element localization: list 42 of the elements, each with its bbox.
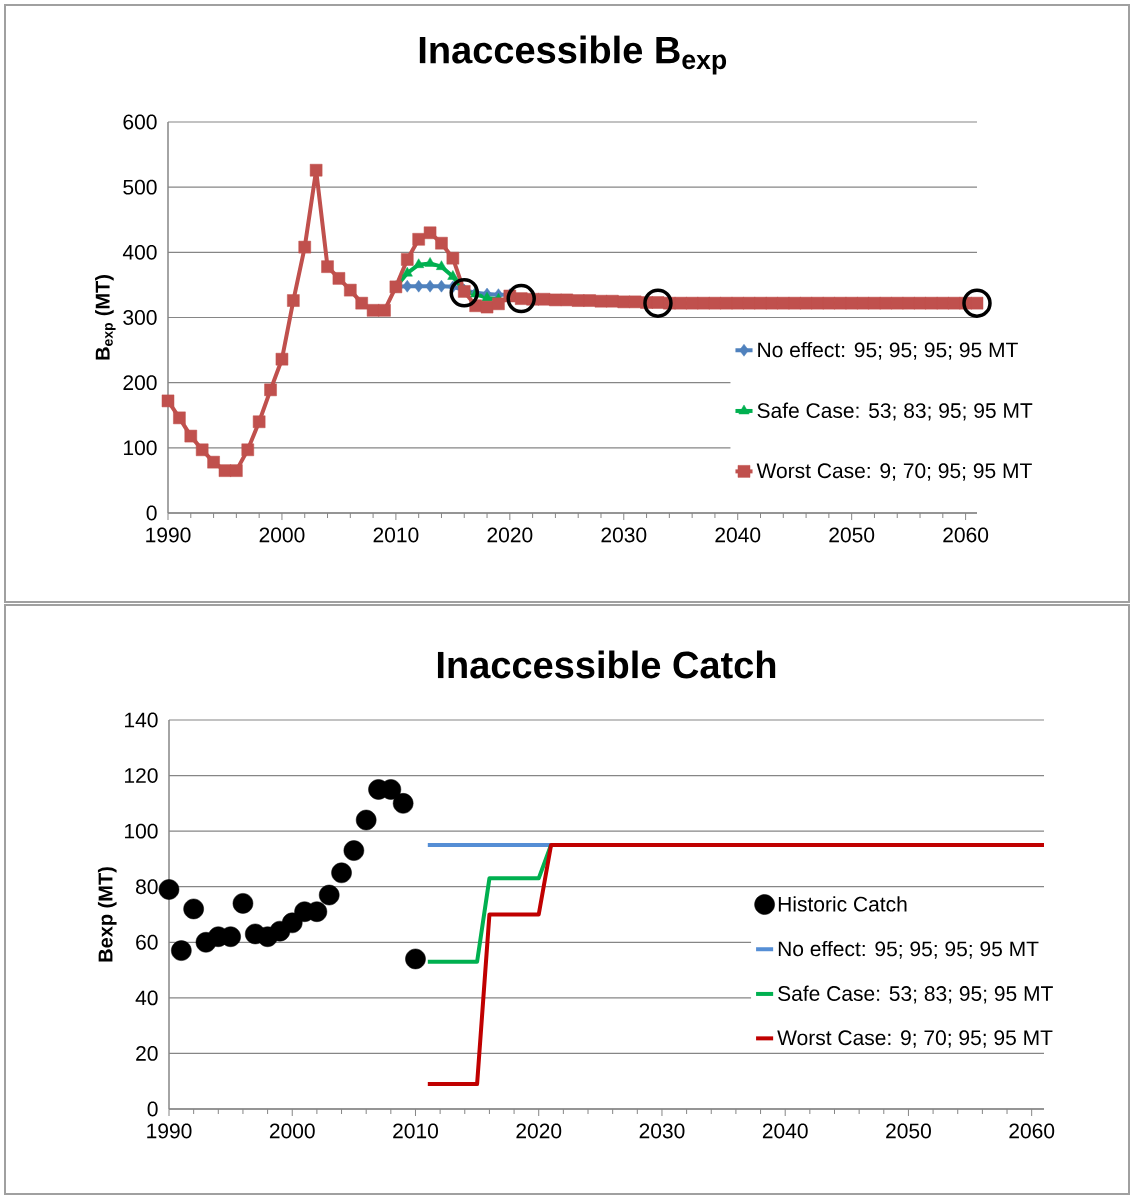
legend-label: Worst Case: 9; 70; 95; 95 MT [777,1030,1053,1048]
y-tick-label: 300 [123,310,157,325]
y-tick-label: 100 [125,823,158,839]
x-tick-label: 2010 [393,1123,438,1139]
x-tick-label: 1990 [147,1123,192,1139]
x-tick-label: 2060 [943,527,989,543]
x-tick-label: 2050 [829,527,875,543]
legend-label: Historic Catch [778,896,907,912]
legend-label: Worst Case: 9; 70; 95; 95 MT [756,463,1032,481]
x-tick-label: 2020 [516,1123,562,1139]
y-tick-label: 140 [125,712,158,728]
x-tick-label: 2050 [886,1123,931,1139]
x-tick-label: 1990 [146,527,191,543]
x-tick-label: 2030 [639,1123,685,1139]
legend-label: No effect: 95; 95; 95; 95 MT [778,940,1039,959]
y-tick-label: 0 [146,505,157,521]
legend-label: Safe Case: 53; 83; 95; 95 MT [757,402,1033,421]
x-tick-label: 2030 [601,527,647,543]
x-tick-label: 2060 [1009,1123,1055,1139]
y-tick-label: 20 [136,1045,158,1061]
legend-label: No effect: 95; 95; 95; 95 MT [758,341,1018,360]
x-tick-label: 2040 [715,527,761,543]
x-tick-label: 2020 [487,527,533,543]
y-tick-label: 500 [123,179,157,195]
chart-title: Inaccessible Catch [437,650,776,679]
y-tick-label: 600 [123,114,157,130]
x-tick-label: 2000 [259,527,305,543]
y-tick-label: 400 [122,244,157,260]
chart-title: Inaccessible B$_{exp}$ [419,35,727,75]
y-tick-label: 80 [136,879,158,895]
x-tick-label: 2000 [269,1123,315,1139]
y-tick-label: 0 [147,1101,158,1117]
x-tick-label: 2010 [373,527,419,543]
y-tick-label: 100 [124,440,157,456]
y-tick-label: 40 [135,990,158,1006]
y-tick-label: 120 [125,768,158,783]
y-axis-title: Bexp (MT) [97,867,117,962]
legend-label: Safe Case: 53; 83; 95; 95 MT [778,985,1053,1004]
y-tick-label: 60 [136,934,158,950]
x-tick-label: 2040 [762,1123,808,1139]
y-axis-title: B$_{exp}$ (MT) [95,275,116,360]
y-tick-label: 200 [123,375,157,391]
